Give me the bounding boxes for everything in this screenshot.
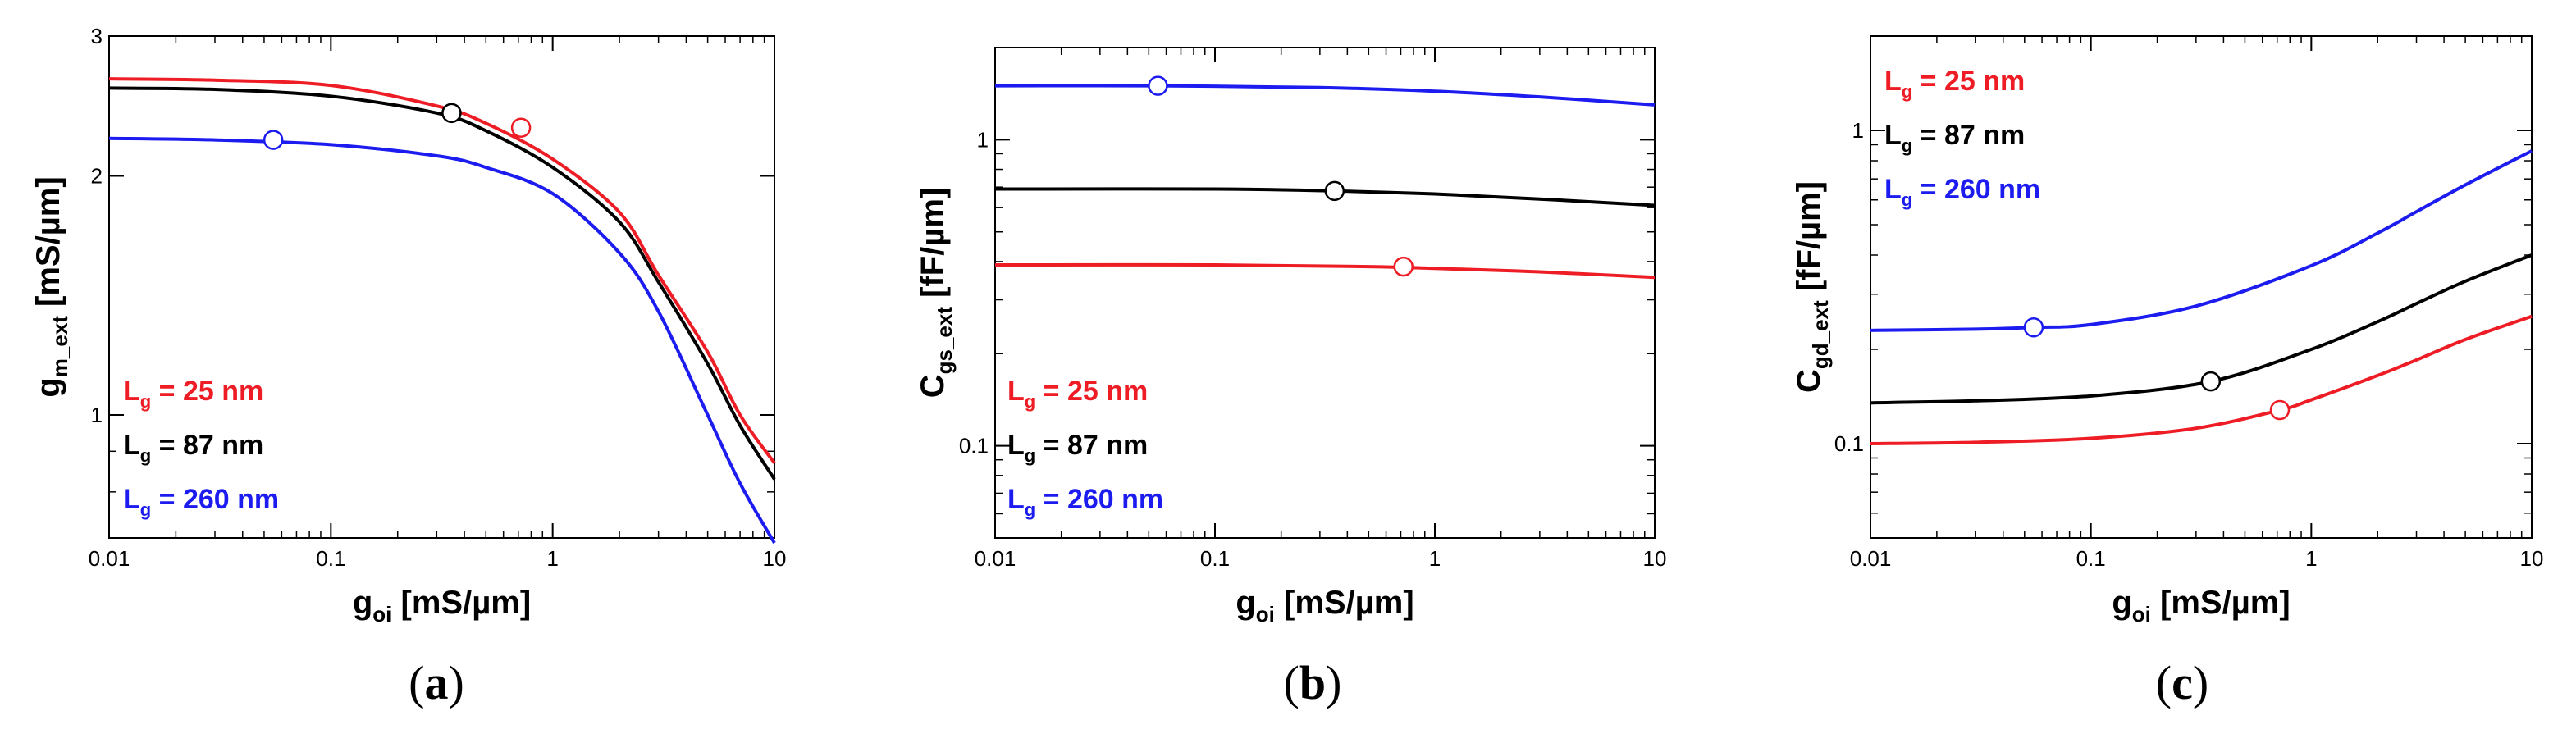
y-tick-label: 2 — [91, 164, 103, 189]
panel-caption: (a) — [409, 656, 464, 709]
series-line-0 — [108, 77, 776, 464]
series-marker-2 — [263, 130, 284, 150]
x-tick-label: 0.01 — [975, 546, 1016, 571]
y-tick-label: 0.1 — [959, 434, 989, 458]
chart-panel-c: 0.01 0.1 1 10 0.1 1 goi [mS/µm] Cgd_ext [fF/µm]… — [1791, 35, 2544, 627]
plot-frame — [1870, 35, 2533, 539]
legend-entry: Lg = 25 nm — [1884, 66, 2025, 102]
plot-frame — [994, 47, 1656, 539]
x-tick-label: 10 — [2520, 546, 2544, 571]
legend-entry: Lg = 87 nm — [1007, 430, 1148, 466]
series-marker-1 — [2200, 371, 2222, 392]
y-tick-label: 1 — [977, 127, 989, 152]
y-axis-label: Cgs_ext [fF/µm] — [915, 188, 957, 399]
x-tick-label: 0.1 — [1200, 546, 1230, 571]
y-tick-label: 1 — [1852, 118, 1864, 143]
series-line-2 — [1870, 149, 2533, 332]
legend-entry: Lg = 260 nm — [123, 484, 279, 520]
series-marker-0 — [510, 117, 532, 138]
y-tick-label: 3 — [91, 24, 103, 48]
series-line-0 — [994, 262, 1656, 280]
series-line-1 — [994, 187, 1656, 207]
panel-caption: (b) — [1284, 656, 1342, 709]
legend-entry: Lg = 87 nm — [123, 430, 263, 466]
legend-entry: Lg = 260 nm — [1007, 484, 1163, 520]
y-tick-label: 0.1 — [1834, 431, 1864, 456]
x-axis-label: goi [mS/µm] — [1235, 585, 1414, 627]
x-tick-label: 1 — [2305, 546, 2317, 571]
series-marker-1 — [441, 103, 462, 124]
series-marker-2 — [1148, 75, 1168, 96]
y-axis-label: gm_ext [mS/µm] — [30, 176, 72, 397]
legend-entry: Lg = 25 nm — [1007, 376, 1148, 412]
series-line-2 — [108, 136, 776, 545]
series-marker-1 — [1324, 180, 1345, 202]
x-tick-label: 1 — [1429, 546, 1441, 571]
legend-entry: Lg = 25 nm — [123, 376, 263, 412]
series-line-2 — [994, 84, 1656, 107]
series-line-1 — [108, 86, 776, 481]
panel-caption: (c) — [2156, 656, 2208, 709]
series-line-1 — [1870, 253, 2533, 405]
x-axis-label: goi [mS/µm] — [353, 585, 531, 627]
y-axis-label: Cgd_ext [fF/µm] — [1791, 181, 1833, 393]
plot-frame — [108, 35, 775, 539]
legend-entry: Lg = 260 nm — [1884, 174, 2040, 210]
y-tick-label: 1 — [91, 403, 103, 427]
x-tick-label: 0.1 — [2076, 546, 2106, 571]
series-marker-0 — [2269, 399, 2291, 421]
x-tick-label: 0.01 — [1850, 546, 1892, 571]
x-tick-label: 1 — [546, 546, 558, 571]
x-tick-label: 0.01 — [89, 546, 130, 571]
legend-entry: Lg = 87 nm — [1884, 120, 2025, 156]
x-tick-label: 0.1 — [316, 546, 345, 571]
x-axis-label: goi [mS/µm] — [2112, 585, 2290, 627]
chart-panel-a: 0.01 0.1 1 10 1 2 3 goi [mS/µm] gm_ext [mS/µm] Lg… — [30, 24, 786, 627]
x-tick-label: 10 — [1643, 546, 1667, 571]
x-tick-label: 10 — [763, 546, 787, 571]
series-marker-0 — [1393, 256, 1414, 277]
series-marker-2 — [2023, 317, 2044, 338]
chart-panel-b: 0.01 0.1 1 10 0.1 1 goi [mS/µm] Cgs_ext [fF/µm]… — [915, 47, 1667, 627]
